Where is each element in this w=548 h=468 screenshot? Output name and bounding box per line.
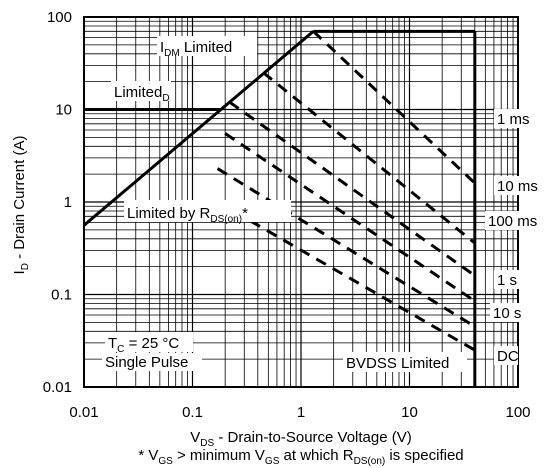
pulse-label-100-ms-bg — [485, 211, 545, 230]
single-pulse-label-bg — [102, 353, 202, 371]
y-tick-label: 1 — [64, 194, 72, 211]
y-tick-label: 10 — [55, 102, 72, 119]
pulse-label-10-ms-bg — [494, 176, 545, 195]
bvdss-limited-label-bg — [343, 352, 467, 372]
idm-limited-label: IDM Limited — [160, 39, 232, 59]
x-tick-label: 10 — [401, 404, 418, 421]
id-limited-label-bg — [111, 81, 171, 101]
rdson-limited-label: Limited by RDS(on)* — [127, 205, 248, 225]
pulse-label-100-ms: 100 ms — [488, 213, 537, 230]
footnote: * VGS > minimum VGS at which RDS(on) is … — [138, 447, 463, 467]
pulse-label-DC-bg — [494, 346, 518, 365]
bvdss-limited-label: BVDSS Limited — [346, 355, 449, 372]
x-tick-label: 0.1 — [182, 404, 203, 421]
x-tick-label: 1 — [297, 404, 305, 421]
y-tick-label: 0.1 — [51, 287, 72, 304]
x-tick-label: 100 — [505, 404, 530, 421]
id-limited-label: LimitedD — [114, 84, 170, 104]
single-pulse-label: Single Pulse — [105, 354, 188, 371]
rdson-limited-label-bg — [124, 200, 291, 222]
pulse-label-DC: DC — [497, 348, 519, 365]
pulse-label-10-s-bg — [490, 303, 532, 322]
pulse-line-1-s — [224, 132, 476, 303]
y-tick-label: 100 — [47, 9, 72, 26]
x-axis-label: VDS - Drain-to-Source Voltage (V) — [190, 429, 412, 449]
y-axis-label: ID - Drain Current (A) — [11, 136, 31, 275]
pulse-line-10-s — [216, 167, 476, 328]
tick-labels: 0.01 0.1 1 10 100 0.01 0.1 1 10 100 — [43, 9, 531, 421]
pulse-line-100-ms — [228, 100, 476, 277]
plot-frame — [83, 16, 519, 388]
curves — [83, 29, 477, 387]
idm-limited-label-bg — [157, 36, 257, 56]
rdson_limit-line — [83, 30, 315, 227]
pulse-label-10-s: 10 s — [493, 305, 521, 322]
tc-label: TC = 25 °C — [108, 335, 179, 355]
y-tick-label: 0.01 — [43, 379, 72, 396]
pulse-label-1-s-bg — [494, 270, 527, 289]
pulse-line-10-ms — [262, 71, 476, 245]
pulse-label-1-ms-bg — [494, 109, 536, 128]
pulse-line-DC — [216, 200, 476, 352]
pulse-label-1-ms: 1 ms — [497, 111, 530, 128]
pulse-label-1-s: 1 s — [497, 272, 517, 289]
tc-label-bg — [105, 332, 193, 352]
x-tick-label: 0.01 — [69, 404, 98, 421]
annotations: IDM Limited LimitedD Limited by RDS(on)* TC… — [102, 36, 545, 372]
pulse-label-10-ms: 10 ms — [497, 178, 538, 195]
